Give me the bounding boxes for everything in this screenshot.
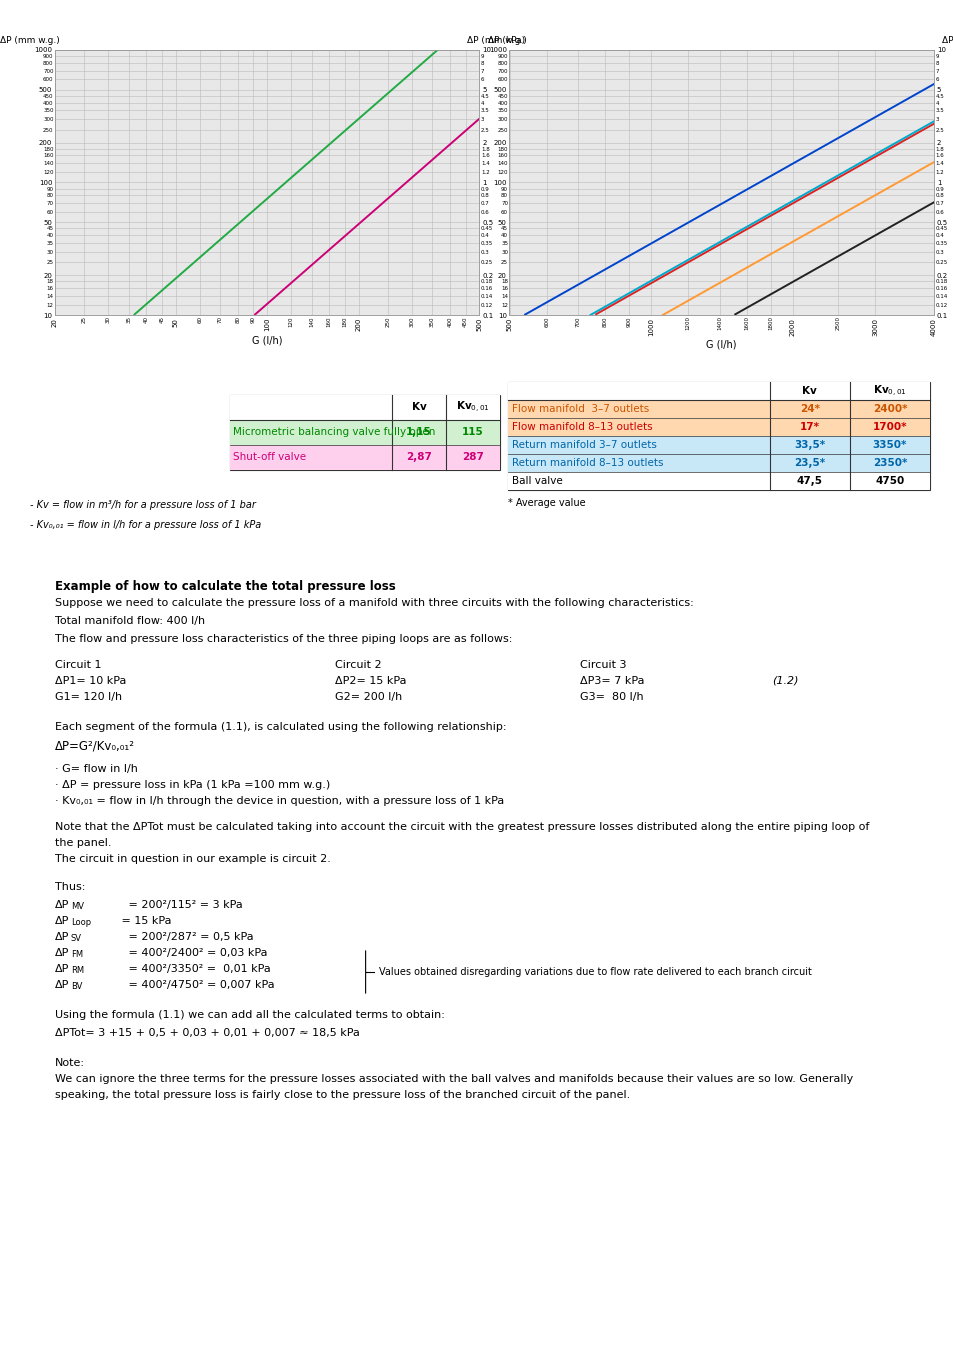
Text: ΔP: ΔP bbox=[55, 916, 70, 925]
Text: 287: 287 bbox=[461, 453, 483, 462]
Bar bbox=[507, 436, 929, 454]
Text: Ball valve: Ball valve bbox=[512, 476, 562, 486]
Text: Total manifold flow: 400 l/h: Total manifold flow: 400 l/h bbox=[55, 616, 205, 626]
Bar bbox=[230, 444, 499, 470]
Text: 23,5*: 23,5* bbox=[793, 458, 824, 467]
Text: Example of how to calculate the total pressure loss: Example of how to calculate the total pr… bbox=[55, 580, 395, 593]
Text: 47,5: 47,5 bbox=[796, 476, 821, 486]
Text: Return manifold 8–13 outlets: Return manifold 8–13 outlets bbox=[512, 458, 663, 467]
Text: * Average value: * Average value bbox=[507, 499, 585, 508]
Text: ΔP: ΔP bbox=[55, 965, 70, 974]
Text: 33,5*: 33,5* bbox=[793, 440, 824, 450]
Text: G1= 120 l/h: G1= 120 l/h bbox=[55, 692, 122, 703]
Text: 3350*: 3350* bbox=[872, 440, 906, 450]
Text: ΔP: ΔP bbox=[55, 900, 70, 911]
Text: 4750: 4750 bbox=[874, 476, 903, 486]
Text: - Kv = flow in m³/h for a pressure loss of 1 bar: - Kv = flow in m³/h for a pressure loss … bbox=[30, 500, 255, 509]
Text: 2350*: 2350* bbox=[872, 458, 906, 467]
Text: Flow manifold  3–7 outlets: Flow manifold 3–7 outlets bbox=[512, 404, 649, 413]
Bar bbox=[230, 394, 499, 420]
Text: - Kv₀,₀₁ = flow in l/h for a pressure loss of 1 kPa: - Kv₀,₀₁ = flow in l/h for a pressure lo… bbox=[30, 520, 260, 530]
Text: = 15 kPa: = 15 kPa bbox=[118, 916, 172, 925]
Text: Suppose we need to calculate the pressure loss of a manifold with three circuits: Suppose we need to calculate the pressur… bbox=[55, 598, 693, 608]
Text: Using the formula (1.1) we can add all the calculated terms to obtain:: Using the formula (1.1) we can add all t… bbox=[55, 1011, 444, 1020]
Text: ΔP: ΔP bbox=[55, 948, 70, 958]
X-axis label: G (l/h): G (l/h) bbox=[706, 340, 737, 350]
Text: Values obtained disregarding variations due to flow rate delivered to each branc: Values obtained disregarding variations … bbox=[378, 967, 811, 977]
Text: = 200²/287² = 0,5 kPa: = 200²/287² = 0,5 kPa bbox=[118, 932, 253, 942]
Bar bbox=[507, 454, 929, 471]
Text: the panel.: the panel. bbox=[55, 838, 112, 848]
Text: Thus:: Thus: bbox=[55, 882, 85, 892]
Text: 17*: 17* bbox=[799, 422, 819, 432]
Text: Kv$_{0,01}$: Kv$_{0,01}$ bbox=[456, 400, 490, 415]
Text: Circuit 3: Circuit 3 bbox=[579, 661, 626, 670]
Text: FM: FM bbox=[71, 950, 83, 959]
Text: Kv: Kv bbox=[411, 403, 426, 412]
Text: We can ignore the three terms for the pressure losses associated with the ball v: We can ignore the three terms for the pr… bbox=[55, 1074, 852, 1084]
Text: ΔP (mm w.g.): ΔP (mm w.g.) bbox=[467, 35, 526, 45]
Text: Loop: Loop bbox=[71, 919, 91, 927]
Text: Kv: Kv bbox=[801, 386, 817, 396]
Text: Flow manifold 8–13 outlets: Flow manifold 8–13 outlets bbox=[512, 422, 652, 432]
Text: G3=  80 l/h: G3= 80 l/h bbox=[579, 692, 643, 703]
Bar bbox=[507, 417, 929, 436]
Text: MV: MV bbox=[71, 902, 84, 912]
Text: RM: RM bbox=[71, 966, 84, 975]
Text: ΔP (kPa): ΔP (kPa) bbox=[488, 35, 524, 45]
Text: = 400²/2400² = 0,03 kPa: = 400²/2400² = 0,03 kPa bbox=[118, 948, 267, 958]
Bar bbox=[507, 400, 929, 417]
Text: G2= 200 l/h: G2= 200 l/h bbox=[335, 692, 402, 703]
Text: Kv$_{0,01}$: Kv$_{0,01}$ bbox=[872, 384, 906, 399]
Text: Shut-off valve: Shut-off valve bbox=[233, 453, 306, 462]
Text: Micrometric balancing valve fully open: Micrometric balancing valve fully open bbox=[233, 427, 435, 438]
Bar bbox=[230, 420, 499, 444]
Text: ΔP2= 15 kPa: ΔP2= 15 kPa bbox=[335, 676, 406, 686]
Text: ΔP=G²/Kv₀,₀₁²: ΔP=G²/Kv₀,₀₁² bbox=[55, 740, 135, 753]
Text: 2400*: 2400* bbox=[872, 404, 906, 413]
Text: 1700*: 1700* bbox=[872, 422, 906, 432]
Text: speaking, the total pressure loss is fairly close to the pressure loss of the br: speaking, the total pressure loss is fai… bbox=[55, 1090, 630, 1100]
Text: 24*: 24* bbox=[799, 404, 819, 413]
Text: Circuit 1: Circuit 1 bbox=[55, 661, 101, 670]
Text: ΔP: ΔP bbox=[55, 932, 70, 942]
Text: = 400²/3350² =  0,01 kPa: = 400²/3350² = 0,01 kPa bbox=[118, 965, 271, 974]
Text: · ΔP = pressure loss in kPa (1 kPa =100 mm w.g.): · ΔP = pressure loss in kPa (1 kPa =100 … bbox=[55, 780, 330, 790]
Text: Each segment of the formula (1.1), is calculated using the following relationshi: Each segment of the formula (1.1), is ca… bbox=[55, 721, 506, 732]
Text: ΔP3= 7 kPa: ΔP3= 7 kPa bbox=[579, 676, 644, 686]
Bar bbox=[507, 382, 929, 400]
Text: ΔP (kPa): ΔP (kPa) bbox=[942, 35, 953, 45]
Text: · Kv₀,₀₁ = flow in l/h through the device in question, with a pressure loss of 1: · Kv₀,₀₁ = flow in l/h through the devic… bbox=[55, 796, 504, 807]
Text: · G= flow in l/h: · G= flow in l/h bbox=[55, 765, 138, 774]
Text: ΔP: ΔP bbox=[55, 979, 70, 990]
Text: ΔPTot= 3 +15 + 0,5 + 0,03 + 0,01 + 0,007 ≈ 18,5 kPa: ΔPTot= 3 +15 + 0,5 + 0,03 + 0,01 + 0,007… bbox=[55, 1028, 359, 1038]
Text: ΔP (mm w.g.): ΔP (mm w.g.) bbox=[0, 35, 59, 45]
Text: (1.2): (1.2) bbox=[772, 676, 799, 686]
Text: BV: BV bbox=[71, 982, 82, 992]
Text: ΔP1= 10 kPa: ΔP1= 10 kPa bbox=[55, 676, 126, 686]
Text: 2,87: 2,87 bbox=[406, 453, 432, 462]
Text: SV: SV bbox=[71, 935, 82, 943]
Text: The circuit in question in our example is circuit 2.: The circuit in question in our example i… bbox=[55, 854, 331, 865]
Text: The flow and pressure loss characteristics of the three piping loops are as foll: The flow and pressure loss characteristi… bbox=[55, 634, 512, 644]
Text: 115: 115 bbox=[461, 427, 483, 438]
Text: Note:: Note: bbox=[55, 1058, 85, 1069]
Text: Circuit 2: Circuit 2 bbox=[335, 661, 381, 670]
X-axis label: G (l/h): G (l/h) bbox=[252, 335, 282, 346]
Text: 1,15: 1,15 bbox=[406, 427, 432, 438]
Bar bbox=[507, 471, 929, 490]
Text: Note that the ΔPTot must be calculated taking into account the circuit with the : Note that the ΔPTot must be calculated t… bbox=[55, 821, 868, 832]
Text: = 200²/115² = 3 kPa: = 200²/115² = 3 kPa bbox=[118, 900, 242, 911]
Text: Return manifold 3–7 outlets: Return manifold 3–7 outlets bbox=[512, 440, 657, 450]
Text: = 400²/4750² = 0,007 kPa: = 400²/4750² = 0,007 kPa bbox=[118, 979, 274, 990]
